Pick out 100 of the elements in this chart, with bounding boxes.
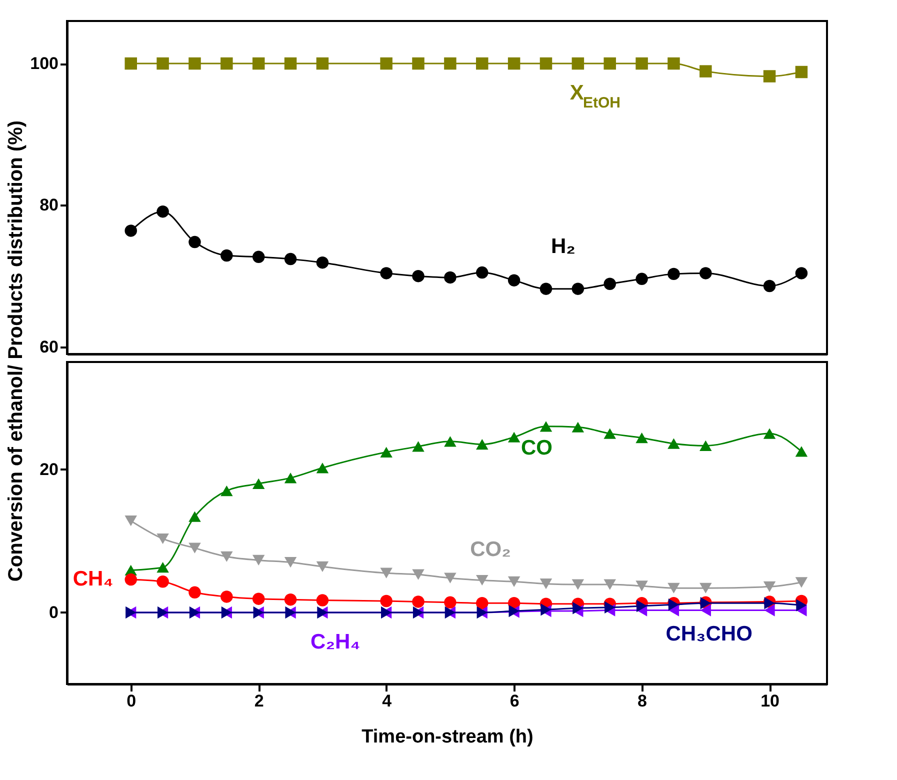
point — [763, 70, 776, 82]
point — [412, 569, 424, 580]
point — [188, 236, 201, 248]
point — [763, 280, 776, 292]
point — [444, 572, 456, 584]
point — [284, 252, 297, 266]
x-tick-label: 8 — [638, 692, 648, 710]
point — [188, 511, 201, 522]
point — [604, 57, 616, 70]
point — [795, 446, 808, 457]
series-label: CH₃CHO — [666, 622, 752, 646]
point — [476, 266, 488, 279]
y-tick-label: 20 — [40, 460, 58, 479]
point — [316, 594, 329, 606]
point — [316, 57, 329, 70]
x-axis-title: Time-on-stream (h) — [362, 726, 534, 748]
point — [668, 582, 680, 594]
point — [220, 551, 233, 562]
point — [380, 594, 392, 608]
y-tick-label: 0 — [49, 602, 58, 622]
point — [284, 57, 297, 70]
point — [540, 57, 552, 70]
point — [540, 421, 552, 432]
point — [188, 542, 201, 554]
point — [156, 576, 169, 588]
point — [476, 438, 488, 450]
point — [508, 274, 520, 286]
point — [604, 579, 616, 590]
point — [795, 267, 808, 280]
point — [700, 267, 712, 280]
point — [572, 282, 584, 295]
point — [252, 554, 265, 566]
point — [572, 57, 584, 70]
point — [795, 577, 808, 588]
point — [316, 561, 329, 572]
point — [668, 57, 680, 70]
point — [380, 568, 392, 578]
point — [700, 582, 712, 594]
point — [476, 57, 488, 70]
point — [156, 562, 169, 573]
point — [636, 57, 648, 70]
point — [124, 224, 137, 237]
point — [380, 446, 392, 458]
y-tick-label: 100 — [30, 54, 58, 74]
point — [476, 597, 488, 610]
point — [540, 578, 552, 590]
point — [476, 574, 488, 586]
point — [188, 586, 201, 599]
x-tick-label: 0 — [126, 692, 136, 710]
x-tick-label: 6 — [510, 692, 520, 710]
point — [284, 593, 297, 606]
point — [156, 533, 169, 544]
point — [444, 436, 456, 447]
point — [252, 478, 265, 489]
point — [380, 267, 392, 280]
series-label: H₂ — [550, 234, 576, 258]
x-tick-label: 10 — [760, 692, 780, 710]
point — [604, 601, 616, 614]
x-tick-label: 4 — [382, 692, 392, 710]
series-label: CO — [520, 436, 552, 460]
point — [188, 57, 201, 70]
point — [220, 590, 233, 603]
point — [508, 432, 520, 442]
point — [444, 57, 456, 70]
point — [668, 604, 680, 616]
point — [540, 282, 552, 295]
point — [764, 604, 775, 616]
point — [316, 462, 329, 474]
point — [412, 441, 424, 452]
point — [444, 271, 456, 284]
point — [412, 57, 424, 70]
x-tick-label: 2 — [254, 692, 264, 710]
point — [700, 604, 711, 616]
point — [636, 432, 648, 444]
point — [508, 57, 520, 70]
point — [252, 250, 265, 264]
point — [316, 256, 329, 269]
point — [252, 57, 265, 70]
point — [412, 270, 424, 282]
point — [796, 599, 807, 612]
point — [220, 249, 233, 262]
point — [572, 602, 584, 614]
y-axis-title: Conversion of ethanol/ Products distribution (%) — [5, 120, 27, 582]
y-tick-label: 80 — [40, 196, 58, 215]
point — [763, 581, 776, 592]
point — [604, 428, 616, 439]
point — [124, 57, 137, 70]
point — [412, 596, 424, 608]
series-label: CO₂ — [470, 538, 511, 562]
point — [700, 440, 712, 452]
point — [636, 580, 648, 592]
point — [252, 592, 265, 605]
point — [795, 66, 808, 78]
point — [572, 422, 584, 432]
point — [444, 596, 456, 609]
point — [124, 573, 137, 586]
point — [636, 272, 648, 286]
series-label: CH₄ — [72, 568, 114, 591]
point — [508, 576, 520, 587]
point — [636, 600, 648, 612]
